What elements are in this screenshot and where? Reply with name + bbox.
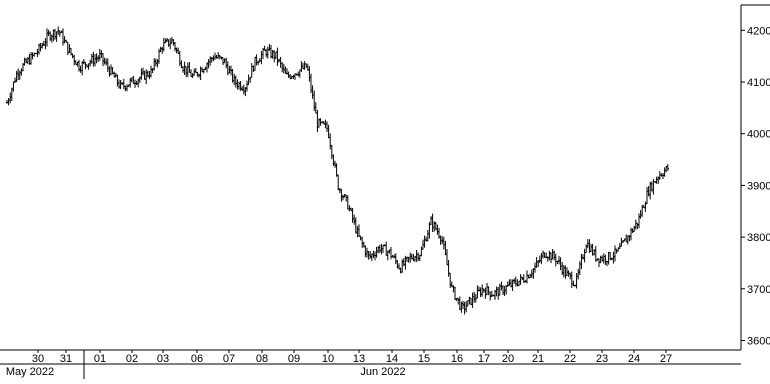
y-axis: 3600 3700 3800 3900 4000 4100 4200 xyxy=(741,25,770,348)
x-tick-label: 21 xyxy=(532,353,544,365)
x-tick-label: 07 xyxy=(223,353,235,365)
x-tick-label: 06 xyxy=(191,353,203,365)
y-tick-label: 4000 xyxy=(747,129,770,141)
x-tick-label: 23 xyxy=(596,353,608,365)
y-tick-label: 3700 xyxy=(747,284,770,296)
x-axis: 30 31 01 02 03 06 07 08 09 10 13 14 15 16 17 20 21 22 23 24… xyxy=(32,350,672,379)
month-label: Jun 2022 xyxy=(360,366,405,378)
x-tick-label: 13 xyxy=(353,353,365,365)
x-tick-label: 09 xyxy=(288,353,300,365)
x-tick-label: 15 xyxy=(418,353,430,365)
x-tick-label: 14 xyxy=(386,353,398,365)
x-tick-label: 02 xyxy=(126,353,138,365)
y-tick-label: 3900 xyxy=(747,180,770,192)
x-tick-label: 30 xyxy=(32,353,44,365)
x-tick-label: 17 xyxy=(478,353,490,365)
month-axis: May 2022 Jun 2022 xyxy=(6,366,406,378)
y-tick-label: 4200 xyxy=(747,25,770,37)
y-tick-label: 3600 xyxy=(747,336,770,348)
x-tick-label: 16 xyxy=(451,353,463,365)
x-tick-label: 24 xyxy=(628,353,640,365)
x-tick-label: 03 xyxy=(157,353,169,365)
x-tick-label: 31 xyxy=(60,353,72,365)
y-tick-label: 3800 xyxy=(747,232,770,244)
x-tick-label: 22 xyxy=(564,353,576,365)
x-tick-label: 27 xyxy=(660,353,672,365)
x-tick-label: 08 xyxy=(256,353,268,365)
x-tick-label: 01 xyxy=(94,353,106,365)
x-tick-label: 10 xyxy=(322,353,334,365)
month-label: May 2022 xyxy=(6,366,54,378)
y-tick-label: 4100 xyxy=(747,77,770,89)
price-series xyxy=(5,26,669,315)
x-tick-label: 20 xyxy=(502,353,514,365)
